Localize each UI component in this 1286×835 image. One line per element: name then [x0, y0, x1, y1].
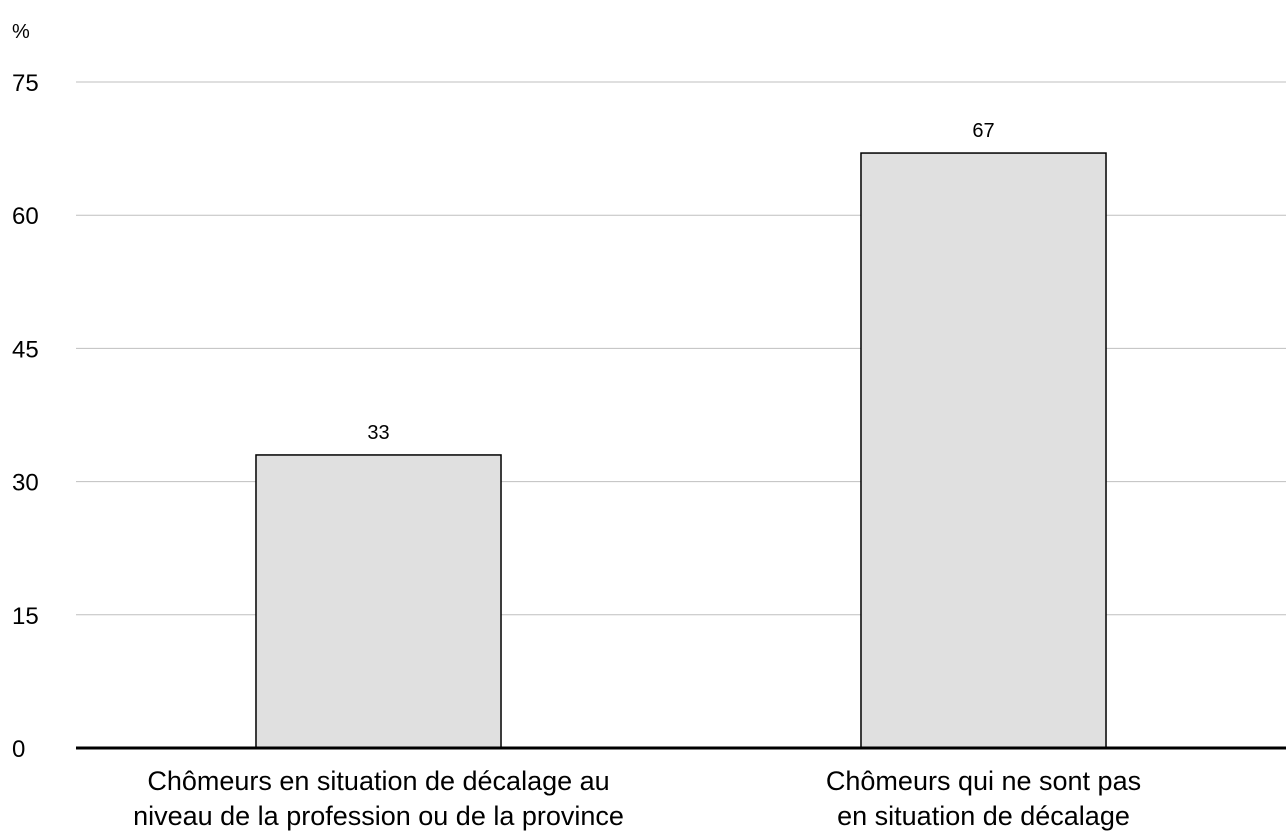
- category-label: Chômeurs en situation de décalage au: [147, 766, 609, 796]
- bar: [255, 454, 502, 749]
- category-label: Chômeurs qui ne sont pas: [826, 766, 1141, 796]
- y-axis-tick-labels: 0 15 30 45 60 75: [12, 70, 39, 763]
- y-tick-label: 15: [12, 603, 39, 630]
- bar: [860, 152, 1107, 749]
- bar-value-label: 33: [367, 422, 389, 444]
- y-tick-label: 45: [12, 336, 39, 363]
- data-labels: 33 67: [367, 120, 994, 444]
- y-tick-label: 0: [12, 736, 25, 763]
- bars: [255, 152, 1107, 749]
- category-label: en situation de décalage: [837, 801, 1130, 831]
- category-label: niveau de la profession ou de la provinc…: [133, 801, 624, 831]
- x-axis-category-labels: Chômeurs en situation de décalage au nive…: [133, 766, 1141, 831]
- bar-value-label: 67: [972, 120, 994, 142]
- y-axis-unit-label: %: [12, 21, 30, 43]
- y-tick-label: 75: [12, 70, 39, 97]
- y-tick-label: 60: [12, 203, 39, 230]
- y-tick-label: 30: [12, 470, 39, 497]
